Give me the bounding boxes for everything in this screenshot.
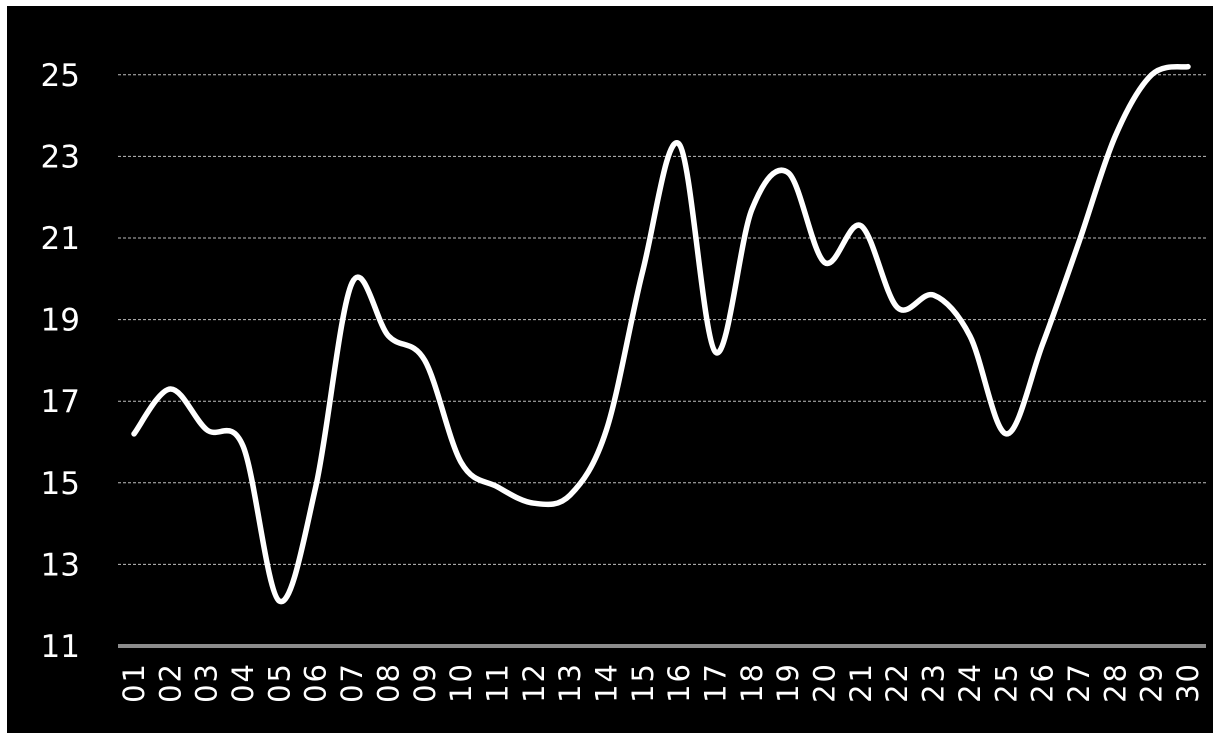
x-tick-label: 25 <box>989 662 1023 703</box>
y-tick-label: 13 <box>41 547 80 583</box>
x-tick-label: 04 <box>226 662 260 703</box>
x-tick-label: 11 <box>480 662 514 703</box>
x-tick-label: 10 <box>444 662 478 703</box>
x-tick-label: 16 <box>662 662 696 703</box>
x-tick-label: 08 <box>371 662 405 703</box>
series-layer <box>131 63 1191 605</box>
x-tick-label: 14 <box>589 662 623 703</box>
x-tick-label: 03 <box>190 662 224 703</box>
gridlines <box>118 74 1206 648</box>
x-tick-label: 05 <box>262 662 296 703</box>
x-tick-label: 18 <box>735 662 769 703</box>
x-tick-label: 23 <box>917 662 951 703</box>
x-tick-label: 09 <box>408 662 442 703</box>
y-tick-label: 17 <box>41 384 80 420</box>
x-tick-label: 01 <box>117 662 151 703</box>
y-tick-label: 19 <box>41 303 80 339</box>
x-tick-label: 30 <box>1171 662 1205 703</box>
y-tick-label: 25 <box>41 58 80 94</box>
x-tick-label: 06 <box>299 662 333 703</box>
x-tick-label: 21 <box>844 662 878 703</box>
y-axis-ticks: 11 13 15 17 19 21 23 25 <box>41 58 80 665</box>
x-tick-label: 19 <box>771 662 805 703</box>
x-tick-label: 22 <box>880 662 914 703</box>
x-tick-label: 02 <box>153 662 187 703</box>
x-tick-label: 29 <box>1135 662 1169 703</box>
x-tick-label: 13 <box>553 662 587 703</box>
x-tick-label: 17 <box>699 662 733 703</box>
x-tick-label: 27 <box>1062 662 1096 703</box>
y-tick-label: 23 <box>41 139 80 175</box>
x-tick-label: 26 <box>1026 662 1060 703</box>
chart-background <box>7 6 1213 733</box>
x-tick-label: 15 <box>626 662 660 703</box>
x-tick-label: 28 <box>1098 662 1132 703</box>
y-tick-label: 21 <box>41 221 80 257</box>
series-line <box>131 63 1191 605</box>
x-tick-label: 24 <box>953 662 987 703</box>
x-axis-ticks: 01 02 03 04 05 06 07 08 09 10 11 12 13 14 15 16 17 18 19 20… <box>117 662 1205 703</box>
x-tick-label: 12 <box>517 662 551 703</box>
y-tick-label: 11 <box>41 629 80 665</box>
x-tick-label: 20 <box>808 662 842 703</box>
x-tick-label: 07 <box>335 662 369 703</box>
y-tick-label: 15 <box>41 466 80 502</box>
